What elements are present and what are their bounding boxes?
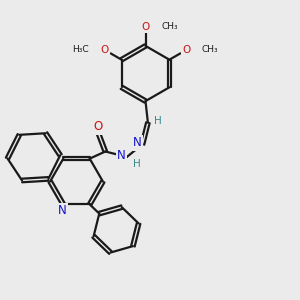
Text: N: N [117, 149, 126, 162]
Text: O: O [100, 45, 109, 55]
Text: O: O [141, 22, 149, 32]
Text: H: H [154, 116, 161, 126]
Text: H: H [133, 159, 140, 170]
Text: H₃C: H₃C [73, 45, 89, 55]
Text: O: O [94, 120, 103, 134]
Text: N: N [58, 204, 67, 217]
Text: O: O [182, 45, 190, 55]
Text: N: N [133, 136, 142, 149]
Text: CH₃: CH₃ [162, 22, 178, 32]
Text: CH₃: CH₃ [202, 45, 218, 55]
